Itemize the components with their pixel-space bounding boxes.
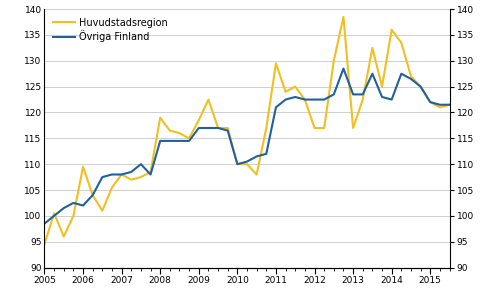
Legend: Huvudstadsregion, Övriga Finland: Huvudstadsregion, Övriga Finland <box>49 14 172 46</box>
